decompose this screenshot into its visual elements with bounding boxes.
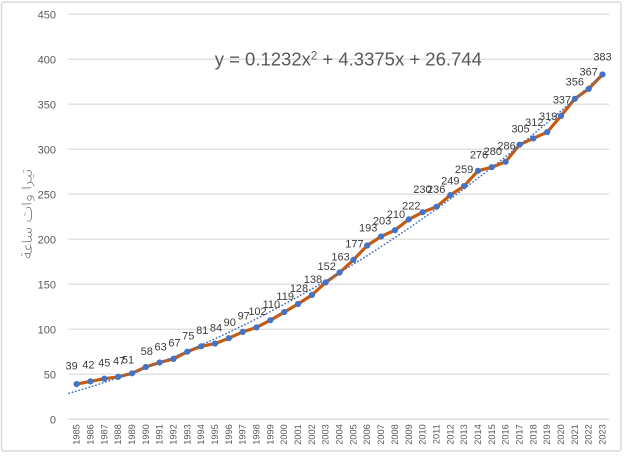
- svg-text:97: 97: [238, 311, 250, 323]
- svg-text:100: 100: [38, 324, 56, 336]
- svg-text:2009: 2009: [404, 424, 414, 444]
- svg-text:2007: 2007: [376, 424, 386, 444]
- svg-text:2021: 2021: [570, 424, 580, 444]
- svg-text:312: 312: [525, 117, 543, 129]
- svg-text:152: 152: [318, 261, 336, 273]
- svg-text:1985: 1985: [72, 424, 82, 444]
- svg-text:84: 84: [210, 322, 222, 334]
- svg-text:90: 90: [224, 317, 236, 329]
- svg-text:1998: 1998: [252, 424, 262, 444]
- svg-text:1986: 1986: [85, 424, 95, 444]
- svg-text:75: 75: [182, 331, 194, 343]
- svg-text:102: 102: [248, 306, 266, 318]
- svg-text:203: 203: [373, 215, 391, 227]
- svg-text:337: 337: [553, 95, 571, 107]
- svg-text:2003: 2003: [321, 424, 331, 444]
- svg-text:1990: 1990: [141, 424, 151, 444]
- svg-text:2001: 2001: [293, 424, 303, 444]
- svg-text:67: 67: [168, 338, 180, 350]
- svg-text:58: 58: [141, 346, 153, 358]
- svg-text:450: 450: [38, 9, 56, 21]
- svg-text:250: 250: [38, 189, 56, 201]
- svg-text:1996: 1996: [224, 424, 234, 444]
- svg-text:2000: 2000: [279, 424, 289, 444]
- svg-text:210: 210: [387, 209, 405, 221]
- svg-text:39: 39: [65, 361, 77, 373]
- svg-text:2016: 2016: [501, 424, 511, 444]
- svg-text:2019: 2019: [542, 424, 552, 444]
- svg-text:2022: 2022: [584, 424, 594, 444]
- svg-text:110: 110: [263, 299, 281, 311]
- svg-text:2002: 2002: [307, 424, 317, 444]
- svg-text:177: 177: [345, 239, 363, 251]
- svg-text:367: 367: [580, 67, 598, 79]
- svg-text:1999: 1999: [265, 424, 275, 444]
- svg-text:200: 200: [38, 234, 56, 246]
- svg-text:2013: 2013: [459, 424, 469, 444]
- svg-text:305: 305: [511, 124, 529, 136]
- svg-text:1995: 1995: [210, 424, 220, 444]
- svg-text:128: 128: [290, 283, 308, 295]
- svg-text:1988: 1988: [113, 424, 123, 444]
- svg-text:300: 300: [38, 144, 56, 156]
- svg-text:259: 259: [455, 164, 473, 176]
- svg-text:1987: 1987: [99, 424, 109, 444]
- svg-text:y = 0.1232x2 + 4.3375x + 26.74: y = 0.1232x2 + 4.3375x + 26.744: [215, 48, 482, 69]
- svg-text:350: 350: [38, 99, 56, 111]
- svg-text:50: 50: [44, 369, 56, 381]
- svg-text:356: 356: [566, 76, 584, 88]
- svg-text:163: 163: [331, 251, 349, 263]
- svg-text:2012: 2012: [445, 424, 455, 444]
- svg-text:42: 42: [82, 359, 94, 371]
- svg-text:63: 63: [154, 341, 166, 353]
- svg-text:286: 286: [497, 141, 515, 153]
- svg-text:1994: 1994: [196, 424, 206, 444]
- svg-text:280: 280: [484, 146, 502, 158]
- svg-text:81: 81: [196, 325, 208, 337]
- svg-text:2018: 2018: [528, 424, 538, 444]
- svg-text:222: 222: [402, 200, 420, 212]
- svg-text:119: 119: [276, 291, 294, 303]
- svg-text:236: 236: [427, 184, 445, 196]
- svg-text:2017: 2017: [515, 424, 525, 444]
- svg-text:1993: 1993: [182, 424, 192, 444]
- svg-text:249: 249: [441, 176, 459, 188]
- svg-text:2006: 2006: [362, 424, 372, 444]
- svg-text:1992: 1992: [169, 424, 179, 444]
- svg-text:1989: 1989: [127, 424, 137, 444]
- svg-text:2023: 2023: [598, 424, 608, 444]
- svg-text:47: 47: [113, 356, 125, 368]
- svg-text:2005: 2005: [348, 424, 358, 444]
- svg-text:2008: 2008: [390, 424, 400, 444]
- svg-text:2020: 2020: [556, 424, 566, 444]
- svg-text:2014: 2014: [473, 424, 483, 444]
- svg-text:193: 193: [359, 223, 377, 235]
- svg-text:383: 383: [593, 52, 611, 64]
- svg-text:1997: 1997: [238, 424, 248, 444]
- svg-text:0: 0: [50, 414, 56, 426]
- svg-text:1991: 1991: [155, 424, 165, 444]
- svg-text:400: 400: [38, 54, 56, 66]
- svg-text:319: 319: [539, 111, 557, 123]
- svg-text:276: 276: [470, 150, 488, 162]
- svg-text:2004: 2004: [335, 424, 345, 444]
- svg-text:2015: 2015: [487, 424, 497, 444]
- svg-text:2010: 2010: [418, 424, 428, 444]
- svg-text:2011: 2011: [431, 424, 441, 444]
- svg-text:230: 230: [413, 184, 431, 196]
- svg-text:150: 150: [38, 279, 56, 291]
- svg-text:51: 51: [122, 354, 134, 366]
- svg-text:45: 45: [98, 357, 110, 369]
- svg-text:138: 138: [304, 274, 322, 286]
